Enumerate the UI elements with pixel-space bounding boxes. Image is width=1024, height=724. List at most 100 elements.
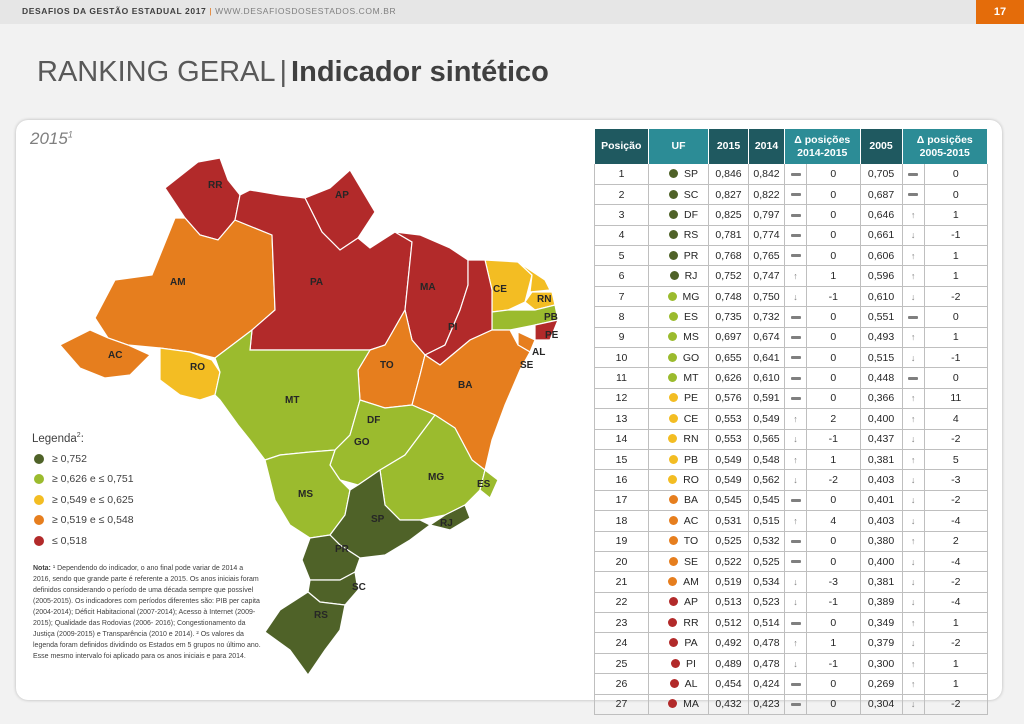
trend-cell [784, 694, 807, 716]
legend-label: ≥ 0,549 e ≤ 0,625 [52, 494, 134, 506]
trend-cell: ↑ [784, 449, 807, 471]
state-label: RN [537, 294, 551, 305]
uf-label: RN [683, 433, 699, 446]
legend-item: ≤ 0,518 [34, 535, 87, 547]
cell-delta-2005-2015: -4 [924, 551, 989, 573]
cell-uf: TO [648, 531, 709, 552]
state-label: PI [448, 322, 458, 333]
legend-label: ≥ 0,752 [52, 453, 87, 465]
equal-icon [908, 193, 919, 197]
cell-2014: 0,610 [748, 367, 785, 389]
cell-2014: 0,750 [748, 286, 785, 308]
cell-2014: 0,549 [748, 408, 785, 430]
equal-icon [790, 254, 801, 258]
cell-2015: 0,825 [708, 204, 749, 226]
cell-2015: 0,545 [708, 490, 749, 512]
arrow-up-icon: ↑ [793, 515, 798, 526]
trend-cell: ↓ [902, 490, 925, 512]
state-rj [428, 504, 471, 531]
cell-delta-2014-2015: 1 [806, 632, 861, 654]
equal-icon [790, 213, 801, 217]
state-label: AC [108, 350, 122, 361]
trend-cell: ↓ [784, 286, 807, 308]
arrow-down-icon: ↓ [793, 475, 798, 486]
cell-delta-2005-2015: 0 [924, 306, 989, 328]
cell-posicao: 27 [594, 694, 649, 716]
table-row: 25 PI 0,489 0,478 ↓ -1 0,300 ↑ 1 [594, 653, 989, 675]
uf-label: MG [682, 290, 700, 303]
group-dot-icon [669, 209, 678, 219]
trend-cell [784, 612, 807, 634]
cell-uf: DF [648, 204, 709, 226]
arrow-down-icon: ↓ [793, 577, 798, 587]
group-dot-icon [668, 373, 678, 383]
cell-uf: RS [648, 225, 709, 247]
state-label: SC [352, 582, 366, 593]
trend-cell [784, 673, 807, 695]
cell-posicao: 4 [594, 225, 649, 247]
table-row: 4 RS 0,781 0,774 0 0,661 ↓ -1 [594, 225, 989, 247]
cell-posicao: 26 [594, 673, 649, 695]
equal-icon [790, 499, 801, 503]
cell-delta-2005-2015: -4 [924, 510, 989, 532]
cell-delta-2014-2015: 0 [806, 225, 861, 247]
cell-2014: 0,424 [748, 673, 785, 695]
cell-2015: 0,768 [708, 245, 749, 267]
arrow-down-icon: ↓ [910, 597, 916, 608]
cell-delta-2014-2015: 0 [806, 367, 861, 389]
arrow-up-icon: ↑ [910, 209, 916, 220]
trend-cell: ↑ [902, 265, 925, 287]
uf-label: RR [683, 616, 699, 629]
group-dot-icon [667, 291, 677, 301]
arrow-down-icon: ↓ [910, 577, 916, 587]
arrow-up-icon: ↑ [793, 413, 798, 424]
cell-uf: RO [648, 469, 709, 491]
state-ac [59, 329, 152, 379]
group-dot-icon [668, 311, 678, 321]
cell-2014: 0,565 [748, 429, 785, 450]
uf-label: AP [683, 596, 698, 609]
group-dot-icon [667, 352, 677, 362]
cell-2005: 0,403 [860, 510, 903, 532]
arrow-down-icon: ↓ [910, 638, 916, 649]
arrow-down-icon: ↓ [793, 434, 798, 445]
uf-label: SE [683, 555, 698, 568]
cell-delta-2014-2015: 0 [806, 673, 861, 695]
cell-uf: AL [648, 673, 709, 695]
group-dot-icon [668, 597, 678, 607]
cell-delta-2005-2015: -2 [924, 490, 989, 512]
trend-cell: ↓ [902, 551, 925, 573]
uf-label: CE [683, 412, 699, 425]
col-header-2014: 2014 [748, 129, 785, 164]
arrow-down-icon: ↓ [910, 291, 916, 302]
cell-uf: MG [648, 286, 709, 308]
trend-cell: ↓ [902, 347, 925, 369]
group-dot-icon [669, 638, 679, 648]
cell-delta-2005-2015: 0 [924, 164, 989, 185]
trend-cell: ↑ [902, 673, 925, 695]
legend-swatch [34, 495, 44, 505]
state-label: AM [170, 277, 186, 288]
cell-posicao: 24 [594, 632, 649, 654]
cell-delta-2005-2015: 1 [924, 612, 989, 634]
group-dot-icon [669, 271, 679, 281]
uf-label: AM [683, 576, 699, 588]
cell-2015: 0,549 [708, 449, 749, 471]
trend-cell [784, 245, 807, 267]
uf-label: TO [683, 535, 699, 548]
cell-2015: 0,531 [708, 510, 749, 532]
cell-posicao: 23 [594, 612, 649, 634]
arrow-down-icon: ↓ [910, 230, 916, 241]
cell-2005: 0,403 [860, 469, 903, 491]
group-dot-icon [668, 393, 678, 403]
cell-2015: 0,626 [708, 367, 749, 389]
top-bar: DESAFIOS DA GESTÃO ESTADUAL 2017 | WWW.DES… [0, 0, 1024, 24]
cell-2015: 0,697 [708, 327, 749, 349]
table-row: 22 AP 0,513 0,523 ↓ -1 0,389 ↓ -4 [594, 592, 989, 614]
cell-uf: PB [648, 449, 709, 471]
cell-uf: MA [648, 694, 709, 716]
equal-icon [790, 315, 801, 319]
cell-uf: RJ [648, 265, 709, 287]
cell-2005: 0,437 [860, 429, 903, 450]
cell-delta-2014-2015: 2 [806, 408, 861, 430]
